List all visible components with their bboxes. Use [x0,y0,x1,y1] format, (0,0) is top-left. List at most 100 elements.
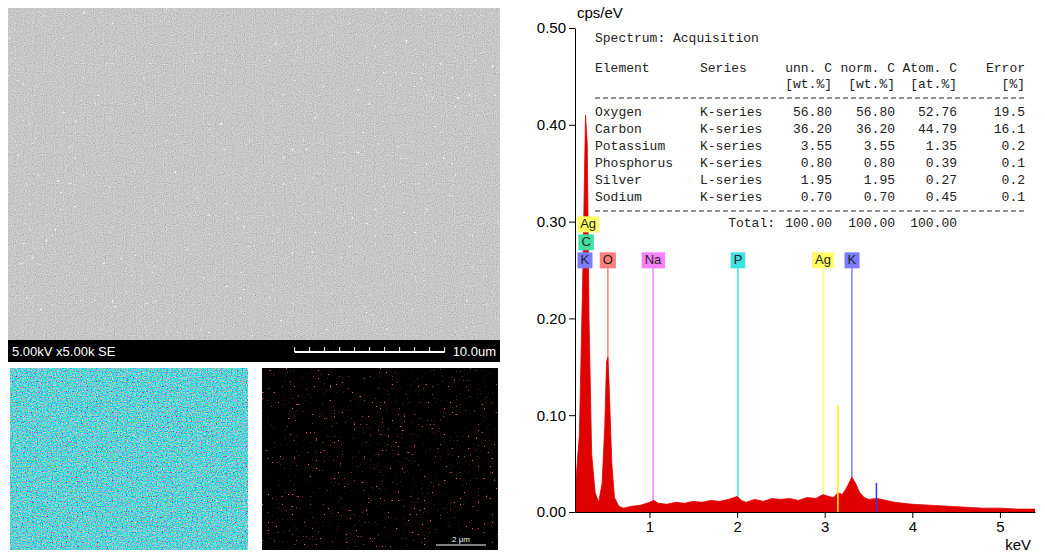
element-label: Ag [812,252,834,268]
table-cell: Carbon [595,122,642,137]
element-label-box [812,252,834,268]
element-label: Ag [577,216,599,232]
table-cell: 0.80 [801,156,832,171]
table-rule [595,98,1025,99]
scale-bar-label: 10.0um [453,344,496,359]
x-axis-line [576,512,1036,513]
element-label-text: P [734,252,743,267]
table-total-label: Total: [728,216,775,231]
scale-bar-tick [429,347,430,352]
spectrum-table: Spectrum: AcquisitionElementSeriesunn. C… [595,31,1025,231]
table-cell: 0.27 [926,173,957,188]
map-scale-bar [436,545,486,546]
y-tick-mark [569,28,575,29]
sem-image [8,8,500,340]
scale-bar-tick [444,347,445,352]
element-label-box [600,252,616,268]
y-tick: 0.00 [537,503,575,520]
element-label-text: O [603,252,613,267]
table-cell: 3.55 [864,139,895,154]
table-cell: 1.35 [926,139,957,154]
spectrum-area [575,115,1035,512]
y-tick-label: 0.50 [537,19,566,36]
sem-panel: 5.00kV x5.00k SE 10.0um [8,8,500,362]
element-line [652,268,654,512]
element-label: K [845,252,860,268]
spectrum-chart: 0.000.100.200.300.400.5012345cps/eVkeVKC… [537,4,1036,553]
element-label-text: Ag [580,216,596,231]
x-tick: 5 [996,512,1004,535]
table-cell: 56.80 [856,105,895,120]
table-cell: K-series [700,156,762,171]
table-cell: 0.70 [801,190,832,205]
table-cell: 44.79 [918,122,957,137]
table-cell: K-series [700,122,762,137]
plot-area [575,115,1035,512]
table-rule [595,211,1025,212]
y-tick: 0.40 [537,116,575,133]
x-axis: 12345 [576,512,1036,535]
table-cell: Oxygen [595,105,642,120]
element-label-text: C [581,234,590,249]
table-column-head: Element [595,61,650,76]
table-column-head: Series [700,61,747,76]
table-cell: K-series [700,190,762,205]
y-tick-mark [569,318,575,319]
element-label: O [600,252,616,268]
table-cell: 16.1 [994,122,1025,137]
table-unit: [wt.%] [785,77,832,92]
table-cell: 36.20 [793,122,832,137]
peak-line [876,483,878,512]
table-cell: 19.5 [994,105,1025,120]
element-label-text: Na [645,252,662,267]
element-label-box [642,252,665,268]
y-tick-label: 0.40 [537,116,566,133]
table-column-head: Atom. C [902,61,957,76]
element-label-text: Ag [815,252,831,267]
scale-bar-tick [399,347,400,352]
element-line [822,268,824,512]
element-label-box [577,252,592,268]
map-scale-ground [430,533,492,548]
table-unit: [wt.%] [848,77,895,92]
table-cell: 0.39 [926,156,957,171]
y-tick: 0.20 [537,310,575,327]
x-tick: 4 [909,512,917,535]
element-label-box [577,216,599,232]
scale-bar-tick [354,347,355,352]
table-total-value: 100.00 [910,216,957,231]
y-tick: 0.50 [537,19,575,36]
y-axis-title: cps/eV [577,4,623,21]
table-cell: 52.76 [918,105,957,120]
y-tick-label: 0.20 [537,310,566,327]
x-tick: 2 [733,512,741,535]
scale-bar-tick [414,347,415,352]
table-cell: 36.20 [856,122,895,137]
element-label: C [578,234,593,250]
y-axis: 0.000.100.200.300.400.50 [537,19,576,520]
table-total-value: 100.00 [785,216,832,231]
table-unit: [at.%] [910,77,957,92]
table-cell: Sodium [595,190,642,205]
table-cell: Phosphorus [595,156,673,171]
element-label-text: K [580,252,589,267]
y-tick-label: 0.30 [537,213,566,230]
table-cell: 1.95 [801,173,832,188]
table-cell: 0.1 [1002,156,1026,171]
table-cell: 56.80 [793,105,832,120]
table-total-value: 100.00 [848,216,895,231]
element-labels: KCAgONaPAgK [577,216,859,268]
y-tick: 0.30 [537,213,575,230]
table-cell: 3.55 [801,139,832,154]
y-tick-mark [569,512,575,513]
y-tick-mark [569,222,575,223]
sem-info: 5.00kV x5.00k SE [12,344,116,359]
x-tick: 1 [646,512,654,535]
info-bar [8,340,500,362]
element-label-box [731,252,746,268]
y-tick-mark [569,125,575,126]
element-label: P [731,252,746,268]
element-label-box [845,252,860,268]
element-map-overlay [10,368,248,550]
element-map-dots [262,368,498,550]
